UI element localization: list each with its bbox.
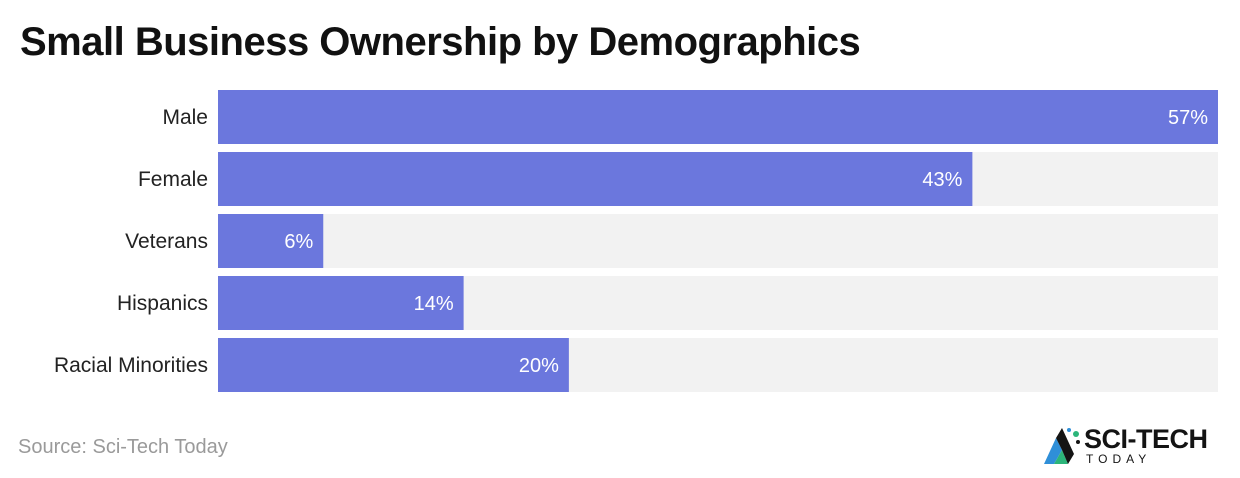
source-note: Source: Sci-Tech Today xyxy=(18,436,228,458)
value-label-veterans: 6% xyxy=(284,231,313,253)
category-label-veterans: Veterans xyxy=(125,230,208,253)
bar-veterans xyxy=(218,214,324,268)
category-label-racial-minorities: Racial Minorities xyxy=(54,354,208,377)
bar-female xyxy=(218,152,973,206)
chart-title: Small Business Ownership by Demographics xyxy=(20,20,861,64)
logo-wordmark: SCI-TECH xyxy=(1084,424,1208,454)
value-label-racial-minorities: 20% xyxy=(519,355,559,377)
bar-male xyxy=(218,90,1218,144)
category-label-female: Female xyxy=(138,168,208,191)
value-label-male: 57% xyxy=(1168,107,1208,129)
bar-racial-minorities xyxy=(218,338,569,392)
value-label-hispanics: 14% xyxy=(414,293,454,315)
bar-track-veterans xyxy=(218,214,1218,268)
category-label-hispanics: Hispanics xyxy=(117,292,208,315)
logo-subtitle: TODAY xyxy=(1086,452,1152,466)
logo-mark-icon xyxy=(1044,428,1080,464)
category-label-male: Male xyxy=(162,106,208,129)
value-label-female: 43% xyxy=(922,169,962,191)
sci-tech-today-logo: SCI-TECH TODAY xyxy=(1042,424,1222,468)
bar-hispanics xyxy=(218,276,464,330)
